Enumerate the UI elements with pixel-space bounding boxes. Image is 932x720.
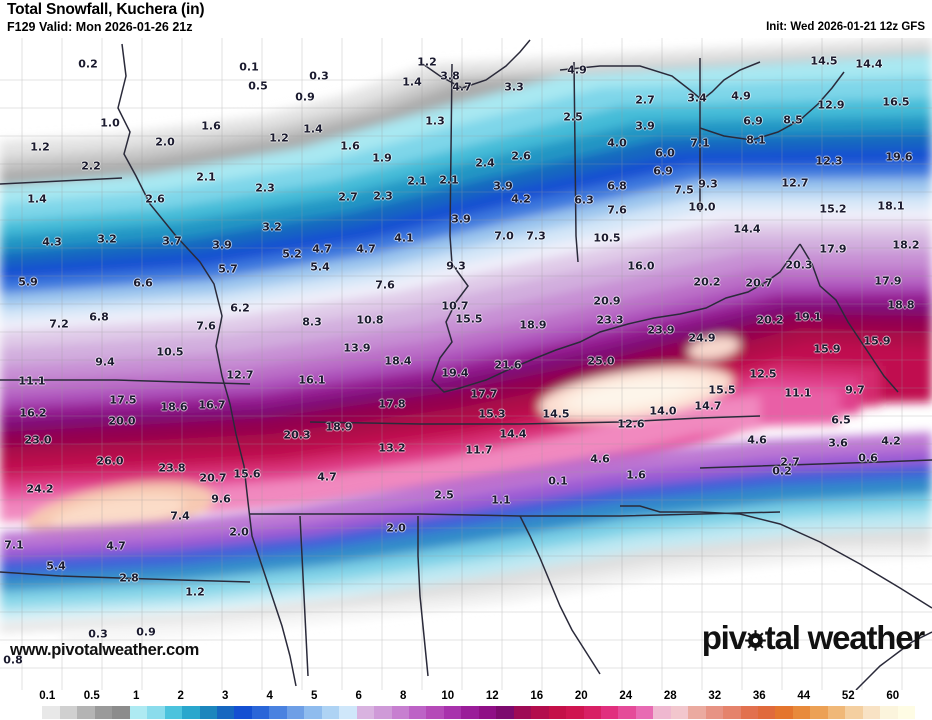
colorbar-segment <box>164 706 183 719</box>
colorbar-segment <box>670 706 689 719</box>
colorbar-tick: 3 <box>222 690 229 702</box>
colorbar-segment <box>827 706 846 719</box>
colorbar-segment <box>443 706 462 719</box>
colorbar-tick: 36 <box>752 690 766 702</box>
colorbar-segment <box>566 706 584 719</box>
colorbar-tick: 6 <box>355 690 362 702</box>
colorbar-segment <box>862 706 881 719</box>
colorbar-tick: 44 <box>797 690 811 702</box>
map-header: Total Snowfall, Kuchera (in) F129 Valid:… <box>0 0 932 38</box>
colorbar-tick: 24 <box>619 690 633 702</box>
colorbar-segment <box>129 706 148 719</box>
colorbar-segment <box>199 706 217 719</box>
page-title: Total Snowfall, Kuchera (in) <box>7 1 205 18</box>
colorbar-segment <box>304 706 322 719</box>
colorbar-tick: 52 <box>841 690 855 702</box>
colorbar-segment <box>513 706 532 719</box>
state-boundaries <box>0 39 932 690</box>
colorbar-segment <box>531 706 549 719</box>
colorbar-segment <box>792 706 811 719</box>
colorbar-segment <box>339 706 357 719</box>
colorbar-tick: 60 <box>886 690 900 702</box>
colorbar-segment <box>583 706 601 719</box>
colorbar-tick: 10 <box>441 690 455 702</box>
colorbar-tick: 12 <box>485 690 499 702</box>
colorbar-segment <box>321 706 340 719</box>
colorbar-segment <box>618 706 636 719</box>
colorbar-segment <box>251 706 270 719</box>
colorbar-segment <box>59 706 78 719</box>
colorbar-tick: 5 <box>311 690 318 702</box>
colorbar-segment <box>845 706 863 719</box>
brand-text-2: tal weather <box>764 619 925 656</box>
colorbar-segment <box>548 706 567 719</box>
colorbar-tick: 32 <box>708 690 722 702</box>
colorbar-tick: 0.1 <box>39 690 56 702</box>
colorbar-segment <box>269 706 287 719</box>
colorbar-segment <box>182 706 200 719</box>
colorbar-segment <box>810 706 828 719</box>
colorbar-segment <box>897 706 916 719</box>
snowfall-contour-map <box>0 36 932 690</box>
colorbar-gradient <box>25 706 916 719</box>
colorbar-segment <box>461 706 479 719</box>
colorbar-segment <box>635 706 654 719</box>
colorbar-tick-labels: 0.1 0.5 1 2 3 4 5 6 8 10 12 16 20 24 28 32 36 44 52 60 <box>0 690 932 705</box>
colorbar-tick: 8 <box>400 690 407 702</box>
colorbar-segment <box>775 706 793 719</box>
colorbar-tick: 1 <box>133 690 140 702</box>
colorbar-tick: 2 <box>177 690 184 702</box>
colorbar-segment <box>374 706 392 719</box>
colorbar-tick: 20 <box>574 690 588 702</box>
colorbar-segment <box>391 706 409 719</box>
colorbar-segment <box>356 706 375 719</box>
site-url-watermark: www.pivotalweather.com <box>10 641 200 659</box>
colorbar-segment <box>94 706 113 719</box>
colorbar-segment <box>653 706 671 719</box>
colorbar-segment <box>216 706 235 719</box>
colorbar-tick: 0.5 <box>83 690 100 702</box>
map-canvas[interactable]: 0.2 0.1 0.3 1.2 3.8 4.9 14.5 14.4 0.5 0.9 1.4 4.7 3.… <box>0 36 932 690</box>
colorbar-segment <box>740 706 759 719</box>
colorbar-tick: 4 <box>266 690 273 702</box>
colorbar-segment <box>478 706 497 719</box>
colorbar-segment <box>600 706 619 719</box>
colorbar-segment <box>496 706 514 719</box>
colorbar-tick: 28 <box>663 690 677 702</box>
colorbar-segment <box>112 706 130 719</box>
colorbar-segment <box>286 706 305 719</box>
gear-icon <box>744 630 766 651</box>
colorbar-segment <box>77 706 95 719</box>
colorbar-segment <box>688 706 706 719</box>
colorbar-segment <box>880 706 898 719</box>
colorbar-segment <box>426 706 444 719</box>
colorbar-segment <box>408 706 427 719</box>
colorbar-segment <box>42 706 60 719</box>
colorbar-segment <box>723 706 741 719</box>
valid-time-label: F129 Valid: Mon 2026-01-26 21z <box>7 20 193 34</box>
brand-text-1: piv <box>701 619 747 656</box>
brand-watermark: piv <box>701 619 925 656</box>
colorbar-segment <box>758 706 776 719</box>
colorbar-segment <box>25 706 43 719</box>
colorbar-segment <box>147 706 165 719</box>
colorbar-segment <box>234 706 252 719</box>
colorbar-segment <box>705 706 724 719</box>
colorbar[interactable]: 0.1 0.5 1 2 3 4 5 6 8 10 12 16 20 24 28 32 36 44 52 60 <box>0 690 932 720</box>
colorbar-tick: 16 <box>530 690 544 702</box>
init-time-label: Init: Wed 2026-01-21 12z GFS <box>766 21 925 33</box>
